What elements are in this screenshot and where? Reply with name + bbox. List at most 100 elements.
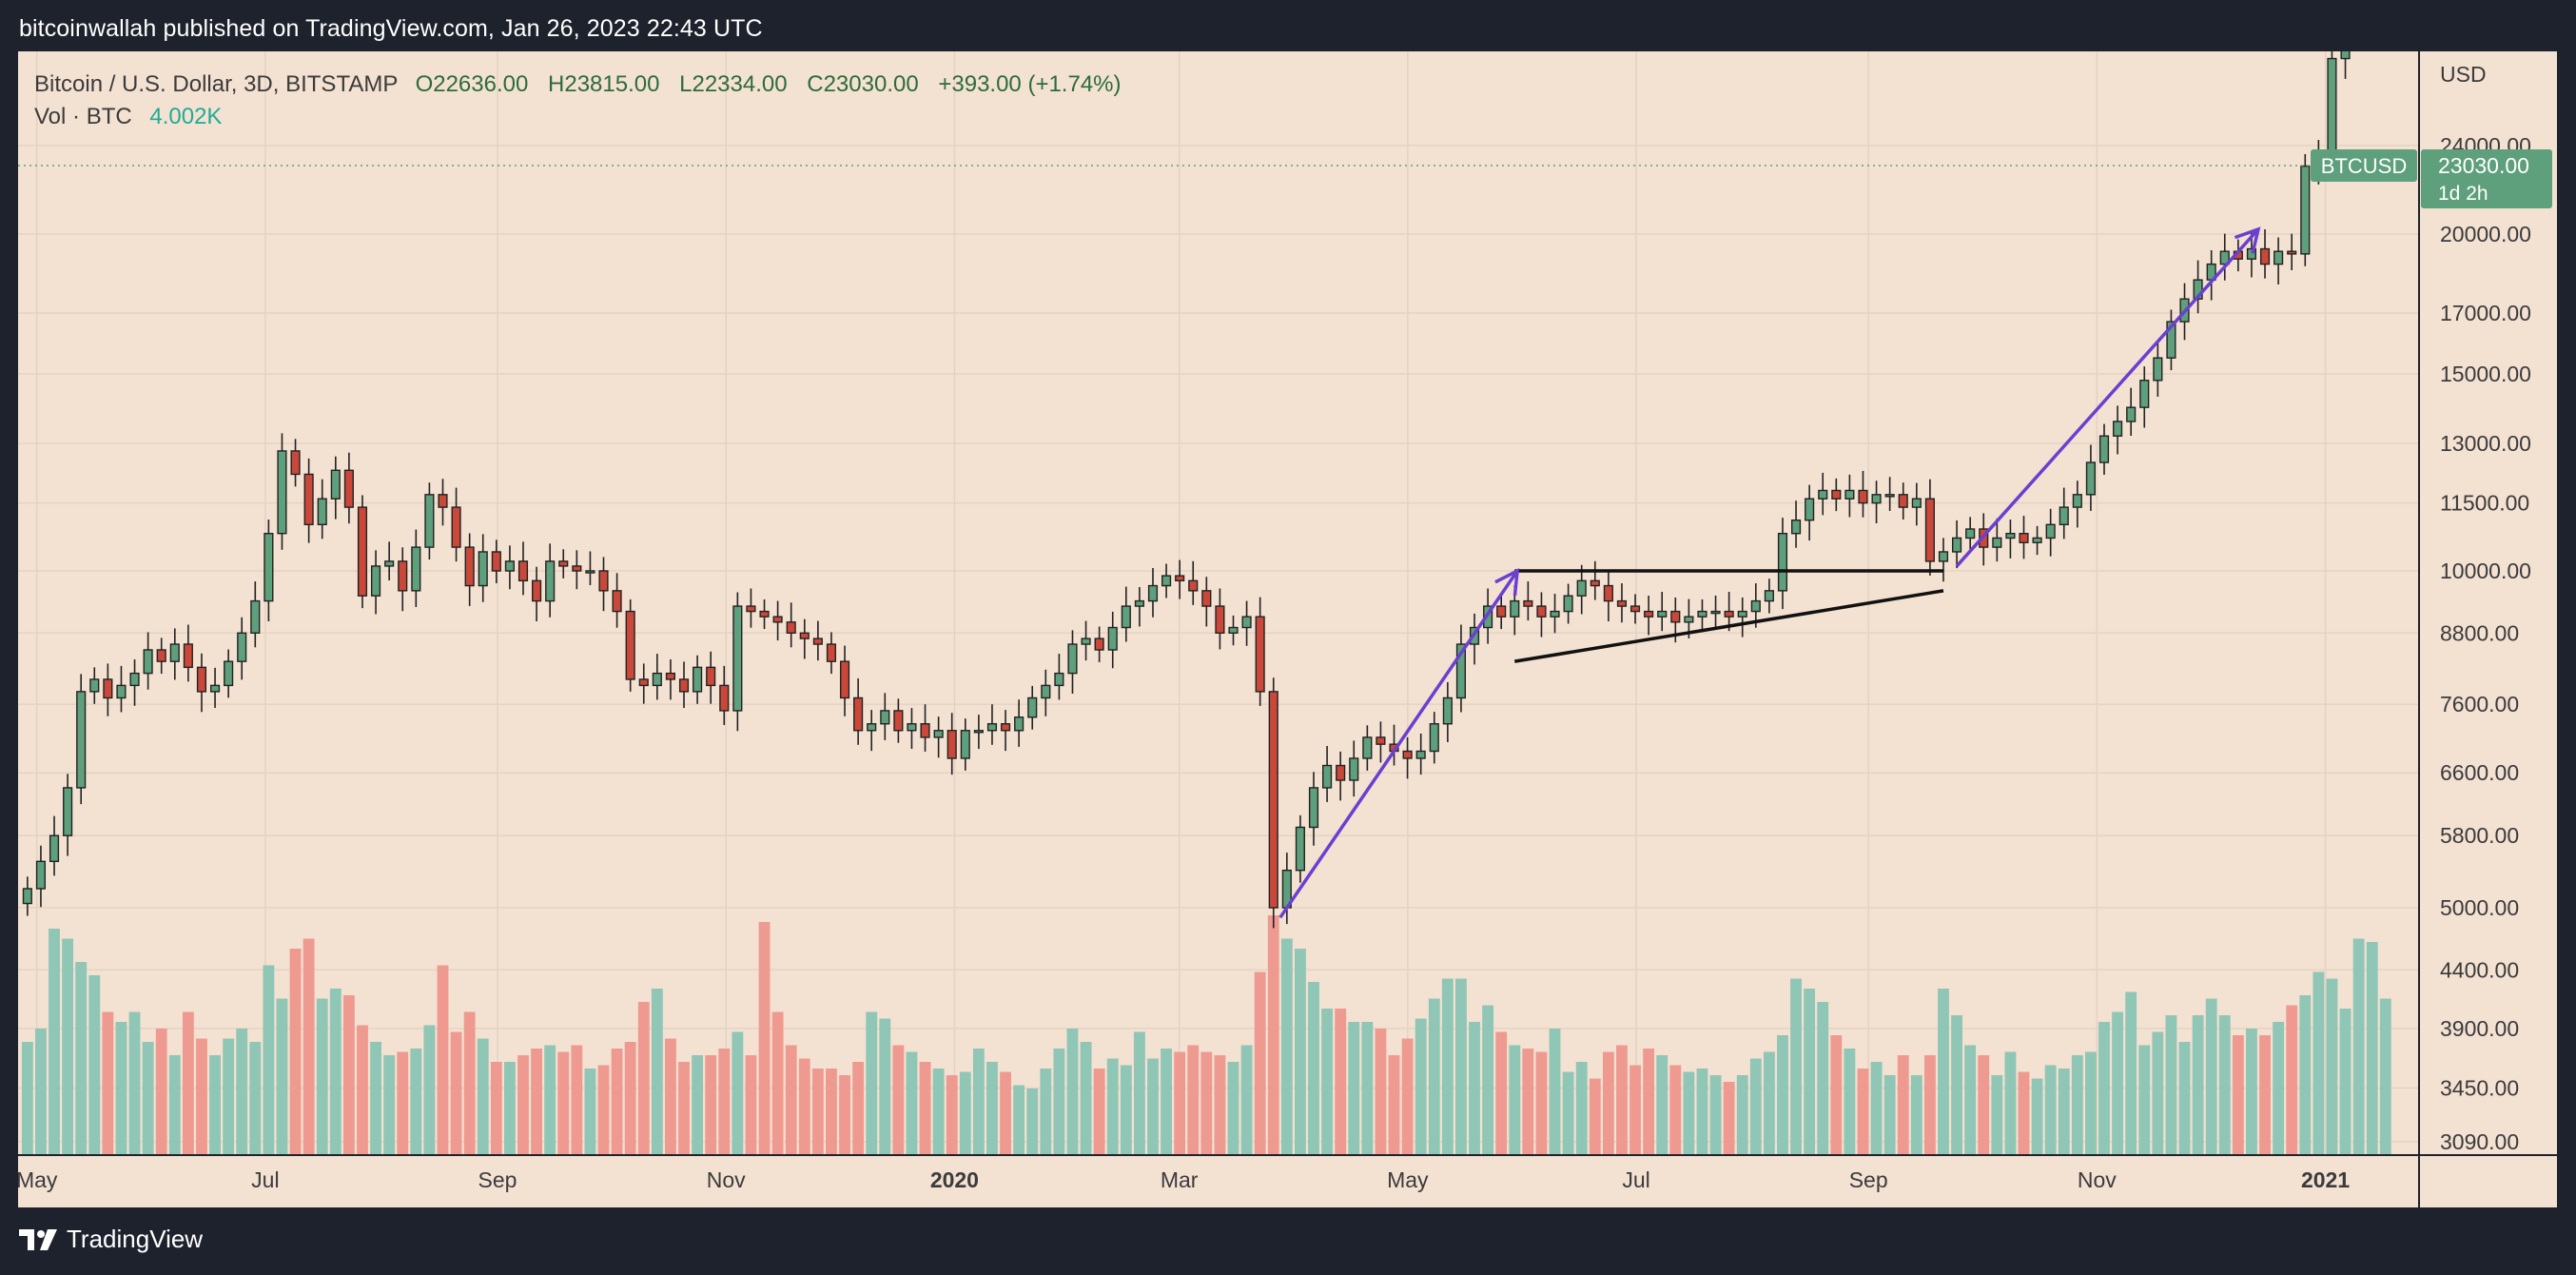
volume-bar [1401, 1038, 1414, 1155]
time-axis[interactable]: May Jul Sep Nov 2020 Mar May Jul Sep Nov 2021 [18, 1154, 2557, 1192]
volume-bar [182, 1011, 194, 1155]
candle-body [398, 560, 408, 592]
volume-bar [1335, 1009, 1347, 1155]
low-value: L22334.00 [679, 71, 788, 97]
volume-bar [946, 1075, 958, 1155]
published-info: bitcoinwallah published on TradingView.c… [19, 15, 763, 42]
candle-body [2085, 461, 2096, 496]
candle-body [1724, 610, 1734, 618]
volume-bar [1174, 1051, 1186, 1155]
arrow-shaft [1278, 570, 1519, 919]
candle-body [277, 450, 287, 535]
volume-bar [826, 1069, 837, 1155]
volume-bar [316, 998, 328, 1155]
price-axis[interactable]: 3090.00 3450.00 3900.00 4400.00 5000.00 5800.… [2311, 51, 2552, 1207]
candle-body [2287, 250, 2297, 255]
volume-bar [1227, 1062, 1239, 1155]
candle-body [812, 638, 823, 645]
volume-bar [798, 1058, 810, 1155]
candle-body [1670, 610, 1681, 623]
volume-bar [732, 1031, 744, 1155]
candle-body [357, 506, 368, 597]
volume-bar [1375, 1029, 1387, 1155]
brand-name: TradingView [67, 1225, 204, 1253]
candle-body [384, 560, 395, 567]
volume-bar [1669, 1065, 1682, 1155]
candle-body [1750, 599, 1761, 613]
candle-body [1496, 605, 1507, 618]
candle-body [1884, 494, 1895, 498]
volume-bar [2286, 1005, 2298, 1155]
candle-body [1215, 605, 1225, 634]
time-tick-label: 2021 [2301, 1167, 2350, 1192]
volume-bar [1254, 971, 1266, 1155]
candle-body [1081, 638, 1091, 645]
volume-bar [1549, 1029, 1561, 1155]
volume-bar [2004, 1051, 2017, 1155]
price-tick-label: 5000.00 [2440, 895, 2519, 920]
volume-bar [115, 1022, 127, 1155]
price-tick-label: 4400.00 [2440, 957, 2519, 982]
volume-bar [1013, 1085, 1025, 1155]
volume-label: Vol · BTC [34, 104, 132, 129]
chart-area[interactable]: 3090.00 3450.00 3900.00 4400.00 5000.00 5800.… [18, 51, 2557, 1207]
candle-body [1121, 605, 1131, 629]
candle-body [2327, 57, 2337, 157]
candle-body [491, 551, 501, 572]
volume-bar [1830, 1035, 1843, 1155]
candle-body [1710, 610, 1721, 615]
volume-bar [1455, 978, 1467, 1155]
brand[interactable]: TradingView [19, 1225, 203, 1254]
candle-body [946, 730, 957, 759]
volume-bar [490, 1062, 502, 1155]
volume-bar [49, 929, 60, 1155]
volume-bar [972, 1049, 985, 1155]
grid-lines [18, 51, 2419, 1155]
candle-body [196, 666, 207, 693]
volume-bar [2018, 1071, 2030, 1155]
change-value: +393.00 (+1.74%) [938, 71, 1122, 97]
volume-bar [986, 1062, 998, 1155]
volume-bar [1630, 1065, 1641, 1155]
volume-bar [196, 1038, 207, 1155]
chart-legend: Bitcoin / U.S. Dollar, 3D, BITSTAMP O226… [34, 69, 1135, 133]
candle-body [652, 672, 662, 687]
candle-body [1415, 750, 1426, 759]
candle-body [451, 506, 461, 548]
time-tick-label: Jul [1622, 1167, 1649, 1192]
volume-bar [249, 1042, 262, 1155]
candle-body [2045, 523, 2056, 539]
candle-body [839, 660, 850, 699]
volume-bar [437, 965, 449, 1155]
candle-body [224, 660, 234, 687]
candle-body [89, 678, 100, 693]
candle-body [1228, 626, 1239, 634]
bottom-bar: TradingView [0, 1207, 2576, 1275]
candle-body [2259, 247, 2271, 265]
candle-body [867, 723, 877, 732]
top-bar: bitcoinwallah published on TradingView.c… [0, 0, 2576, 51]
volume-bar [1562, 1071, 1574, 1155]
volume-bar [410, 1049, 422, 1155]
candle-body [317, 498, 327, 526]
volume-bar [1736, 1075, 1748, 1155]
candle-body [1241, 616, 1252, 629]
volume-bar [1817, 1002, 1829, 1155]
candle-body [1134, 599, 1144, 607]
candle-body [1442, 696, 1453, 725]
candle-body [1362, 736, 1373, 759]
volume-bar [771, 1011, 784, 1155]
candlestick-chart[interactable]: 3090.00 3450.00 3900.00 4400.00 5000.00 5800.… [18, 51, 2557, 1207]
candle-body [1952, 537, 1962, 553]
time-tick-label: Sep [478, 1167, 517, 1192]
candle-body [1308, 787, 1319, 829]
candle-body [1657, 610, 1668, 618]
candle-body [2072, 494, 2082, 508]
candle-body [732, 605, 743, 712]
volume-bar [2071, 1055, 2083, 1155]
candle-body [22, 888, 32, 905]
candle-body [1992, 537, 2002, 548]
candle-body [558, 560, 569, 567]
close-value: C23030.00 [807, 71, 919, 97]
candle-body [1764, 590, 1774, 602]
